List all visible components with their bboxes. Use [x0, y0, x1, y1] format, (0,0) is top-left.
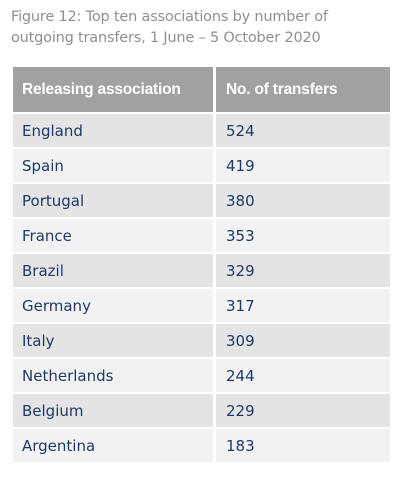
- transfers-cell: 183: [216, 429, 390, 462]
- association-cell: Italy: [13, 324, 213, 357]
- transfers-cell: 317: [216, 289, 390, 322]
- transfers-cell: 329: [216, 254, 390, 287]
- association-cell: Spain: [13, 149, 213, 182]
- association-cell: Netherlands: [13, 359, 213, 392]
- table-row: France 353: [13, 219, 390, 252]
- transfers-cell: 353: [216, 219, 390, 252]
- caption-line-1: Figure 12: Top ten associations by numbe…: [11, 9, 328, 25]
- transfers-cell: 419: [216, 149, 390, 182]
- transfers-table: Releasing association No. of transfers E…: [13, 67, 390, 464]
- association-cell: Germany: [13, 289, 213, 322]
- table-row: England 524: [13, 114, 390, 147]
- transfers-cell: 309: [216, 324, 390, 357]
- transfers-cell: 244: [216, 359, 390, 392]
- association-cell: Brazil: [13, 254, 213, 287]
- figure-caption: Figure 12: Top ten associations by numbe…: [11, 7, 401, 49]
- association-cell: Argentina: [13, 429, 213, 462]
- table-row: Portugal 380: [13, 184, 390, 217]
- table-row: Germany 317: [13, 289, 390, 322]
- association-cell: Portugal: [13, 184, 213, 217]
- caption-line-2: outgoing transfers, 1 June – 5 October 2…: [11, 30, 321, 46]
- table-row: Argentina 183: [13, 429, 390, 462]
- transfers-cell: 229: [216, 394, 390, 427]
- table-row: Brazil 329: [13, 254, 390, 287]
- column-header-association: Releasing association: [13, 67, 213, 112]
- column-header-transfers: No. of transfers: [216, 67, 390, 112]
- table-row: Netherlands 244: [13, 359, 390, 392]
- table-row: Belgium 229: [13, 394, 390, 427]
- association-cell: England: [13, 114, 213, 147]
- table-row: Italy 309: [13, 324, 390, 357]
- table-body: England 524 Spain 419 Portugal 380 France 353 Br…: [13, 114, 390, 462]
- association-cell: Belgium: [13, 394, 213, 427]
- table-row: Spain 419: [13, 149, 390, 182]
- transfers-cell: 380: [216, 184, 390, 217]
- table-header-row: Releasing association No. of transfers: [13, 67, 390, 112]
- transfers-cell: 524: [216, 114, 390, 147]
- association-cell: France: [13, 219, 213, 252]
